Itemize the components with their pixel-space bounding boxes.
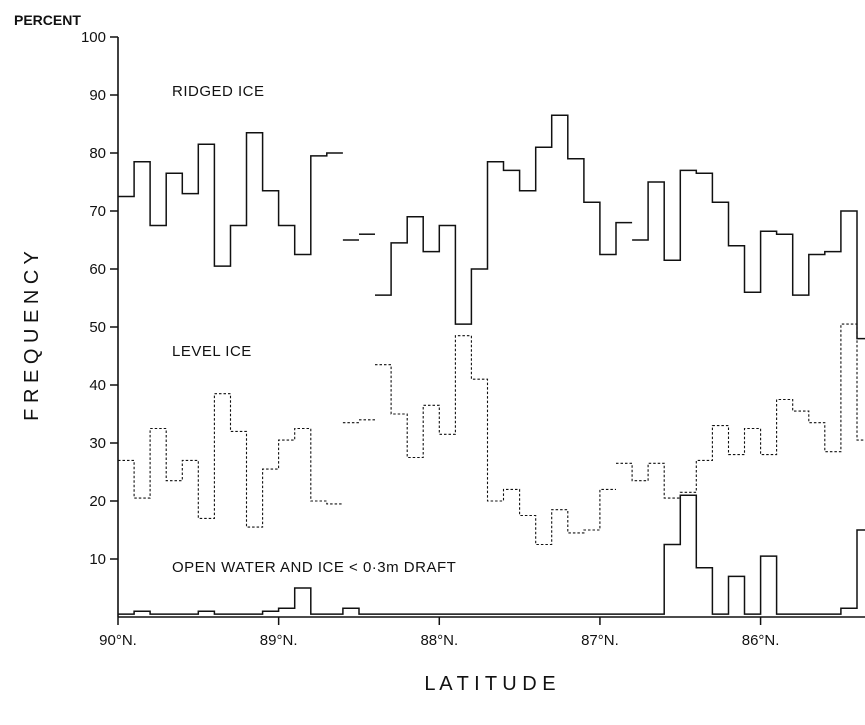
y-tick-label: 50 xyxy=(89,319,106,336)
y-tick-label: 30 xyxy=(89,435,106,452)
series-ridged xyxy=(118,114,865,340)
series-ridged-line xyxy=(375,114,633,325)
annotation-level-ice: LEVEL ICE xyxy=(172,343,252,360)
x-ticks: 90°N. 89°N. 88°N. 87°N. 86°N. xyxy=(99,617,779,649)
series-level-line xyxy=(375,335,616,546)
series-level-line xyxy=(616,323,865,499)
series-group xyxy=(118,114,865,615)
y-tick-label: 80 xyxy=(89,145,106,162)
x-tick-label: 88°N. xyxy=(420,632,458,649)
y-tick-label: 40 xyxy=(89,377,106,394)
series-ridged-line xyxy=(632,169,865,340)
y-axis-label: F R E Q U E N C Y xyxy=(21,251,43,421)
x-tick-label: 89°N. xyxy=(260,632,298,649)
series-open-line xyxy=(118,494,865,615)
x-axis-label: L A T I T U D E xyxy=(424,673,555,695)
y-tick-label: 10 xyxy=(89,551,106,568)
series-level-line xyxy=(118,393,343,528)
series-ridged-line xyxy=(118,131,343,267)
series-open xyxy=(118,494,865,615)
y-tick-label: 90 xyxy=(89,87,106,104)
y-ticks: 100 90 80 70 60 50 40 30 20 10 xyxy=(81,29,118,568)
x-tick-label: 86°N. xyxy=(742,632,780,649)
x-tick-label: 87°N. xyxy=(581,632,619,649)
y-tick-label: 60 xyxy=(89,261,106,278)
y-tick-label: 70 xyxy=(89,203,106,220)
y-tick-label: 20 xyxy=(89,493,106,510)
annotation-open-water: OPEN WATER AND ICE < 0·3m DRAFT xyxy=(172,559,456,576)
series-level xyxy=(118,323,865,546)
annotation-ridged-ice: RIDGED ICE xyxy=(172,83,265,100)
y-unit-label: PERCENT xyxy=(14,12,81,28)
y-tick-label: 100 xyxy=(81,29,106,46)
x-tick-label: 90°N. xyxy=(99,632,137,649)
